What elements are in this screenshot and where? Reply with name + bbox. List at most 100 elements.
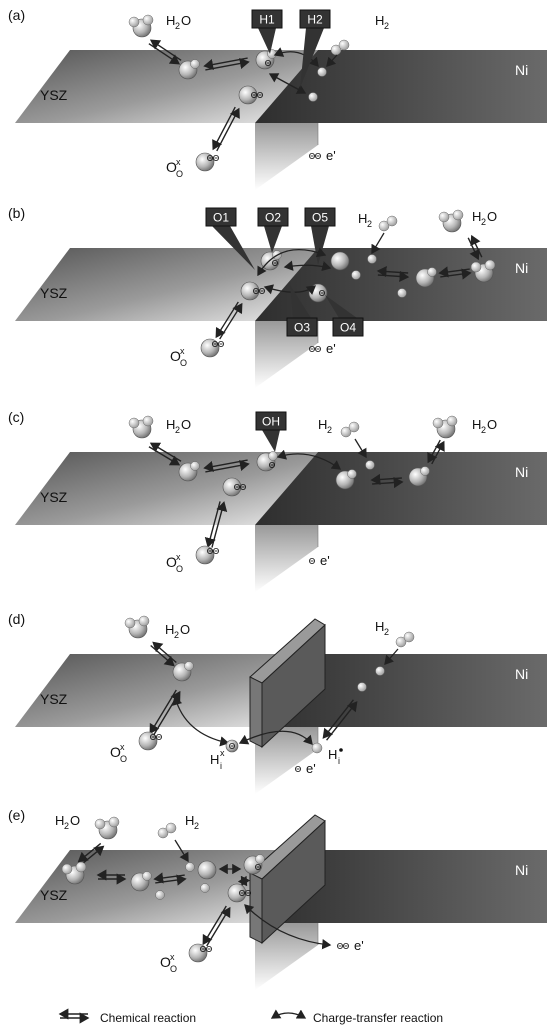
- charge-circle: [228, 743, 235, 750]
- adsorbed-hydrogen: [357, 682, 367, 692]
- chemical-reaction-arrow: [96, 869, 127, 885]
- barrier-side: [261, 623, 326, 749]
- adsorbed-hydrogen: [351, 270, 361, 280]
- oxygen-site-label: O Ox: [166, 157, 183, 179]
- chemical-reaction-symbol: [58, 1008, 90, 1024]
- tag-box: [205, 207, 237, 227]
- hydroxyl-molecule: [335, 469, 357, 490]
- tag-h2: H2: [299, 9, 331, 88]
- hydrogen-atom: [446, 415, 458, 427]
- tag-label: O2: [265, 211, 281, 225]
- lattice-oxygen: [200, 338, 220, 358]
- charge-circle: [256, 92, 263, 99]
- reverse-arrow: [376, 265, 409, 278]
- hydrogen-atom: [142, 14, 154, 26]
- charge-transfer-arrow: [283, 260, 332, 272]
- charge-transfer-arrow: [244, 904, 332, 950]
- tag-label: O3: [294, 321, 310, 335]
- hydrogen-atom: [94, 818, 106, 830]
- double-negative-charge: [308, 152, 321, 159]
- ni-plane: [255, 50, 547, 123]
- charge-circle: [155, 734, 162, 741]
- chemical-reaction-arrow: [202, 905, 231, 947]
- water-molecule: [128, 415, 154, 439]
- tag-label: H1: [259, 13, 275, 27]
- interstitial-hydrogen: [311, 742, 323, 754]
- charge-circle: [250, 92, 257, 99]
- charge-circle: [233, 483, 240, 490]
- hydrogen-atom: [165, 822, 177, 834]
- electron-label: e': [308, 148, 336, 163]
- charge-circle: [205, 946, 212, 953]
- electron-symbol: e': [326, 341, 336, 356]
- superscript-x: x: [220, 748, 225, 758]
- tag-o4: O4: [325, 295, 364, 337]
- chemical-reaction-arrow: [212, 106, 240, 152]
- chemical-reaction-arrow: [153, 872, 187, 886]
- hydrogen-atom: [403, 631, 415, 643]
- double-negative-charge: [238, 890, 251, 897]
- charge-circle: [308, 152, 315, 159]
- exchange-arrow: [237, 875, 251, 887]
- lattice-oxygen: [195, 152, 215, 172]
- charge-circle: [336, 943, 343, 950]
- charge-circle: [244, 890, 251, 897]
- legend-charge-transfer-label: Charge-transfer reaction: [313, 1011, 443, 1025]
- negative-charge: [308, 558, 315, 565]
- tag-o1: O1: [205, 207, 255, 270]
- charge-circle: [199, 946, 206, 953]
- subscript-2: 2: [367, 219, 372, 229]
- chemical-reaction-arrow: [384, 648, 399, 665]
- hydrogen-atom: [427, 267, 437, 277]
- reverse-arrow: [80, 845, 105, 866]
- ysz-label: YSZ: [40, 285, 68, 301]
- adsorbed-hydrogen: [397, 288, 407, 298]
- hydrogen-atom: [128, 16, 140, 28]
- tag-pointer: [290, 285, 311, 318]
- reverse-arrow: [326, 701, 358, 741]
- forward-arrow: [467, 237, 480, 261]
- charge-circle: [268, 461, 275, 468]
- reverse-arrow: [431, 440, 445, 465]
- interface-wall: [255, 321, 318, 388]
- h-symbol: H: [375, 619, 384, 634]
- chemical-reaction-arrow: [354, 438, 367, 459]
- interface-wall: [255, 123, 318, 190]
- double-negative-charge: [206, 154, 219, 161]
- blocking-barrier: [249, 618, 326, 749]
- double-negative-charge: [149, 734, 162, 741]
- h-symbol: H: [55, 813, 64, 828]
- charge-circle: [254, 864, 261, 871]
- interface-wall: [255, 525, 318, 592]
- double-negative-charge: [250, 92, 263, 99]
- electron-symbol: e': [326, 148, 336, 163]
- chemical-reaction-arrow: [371, 232, 385, 255]
- water-molecule: [94, 816, 120, 840]
- water-molecule: [124, 615, 150, 639]
- charge-transfer-arrow: [238, 730, 313, 745]
- tag-box: [257, 207, 289, 227]
- subscript-i: i: [220, 761, 222, 771]
- hydrogen-atom: [138, 615, 150, 627]
- double-negative-charge: [308, 345, 321, 352]
- oxygen-symbol: O: [110, 744, 121, 760]
- chemical-reaction-arrow: [77, 842, 105, 866]
- water-molecule: [432, 415, 458, 439]
- tag-oh: OH: [255, 411, 287, 452]
- chemical-reaction-arrow: [174, 839, 189, 863]
- legend-charge-transfer: Charge-transfer reaction: [270, 1009, 443, 1025]
- reverse-arrow: [203, 459, 248, 473]
- superscript-dot: [339, 748, 343, 752]
- charge-transfer-arrow: [172, 695, 230, 747]
- hydrogen-atom: [268, 451, 278, 461]
- charge-transfer-arrow: [268, 73, 307, 94]
- subscript-i: i: [338, 756, 340, 766]
- oxygen-subscript: O: [170, 964, 177, 974]
- oxygen-ion: [227, 883, 247, 903]
- oxygen-ion: [222, 477, 242, 497]
- oxygen-symbol: O: [160, 954, 171, 970]
